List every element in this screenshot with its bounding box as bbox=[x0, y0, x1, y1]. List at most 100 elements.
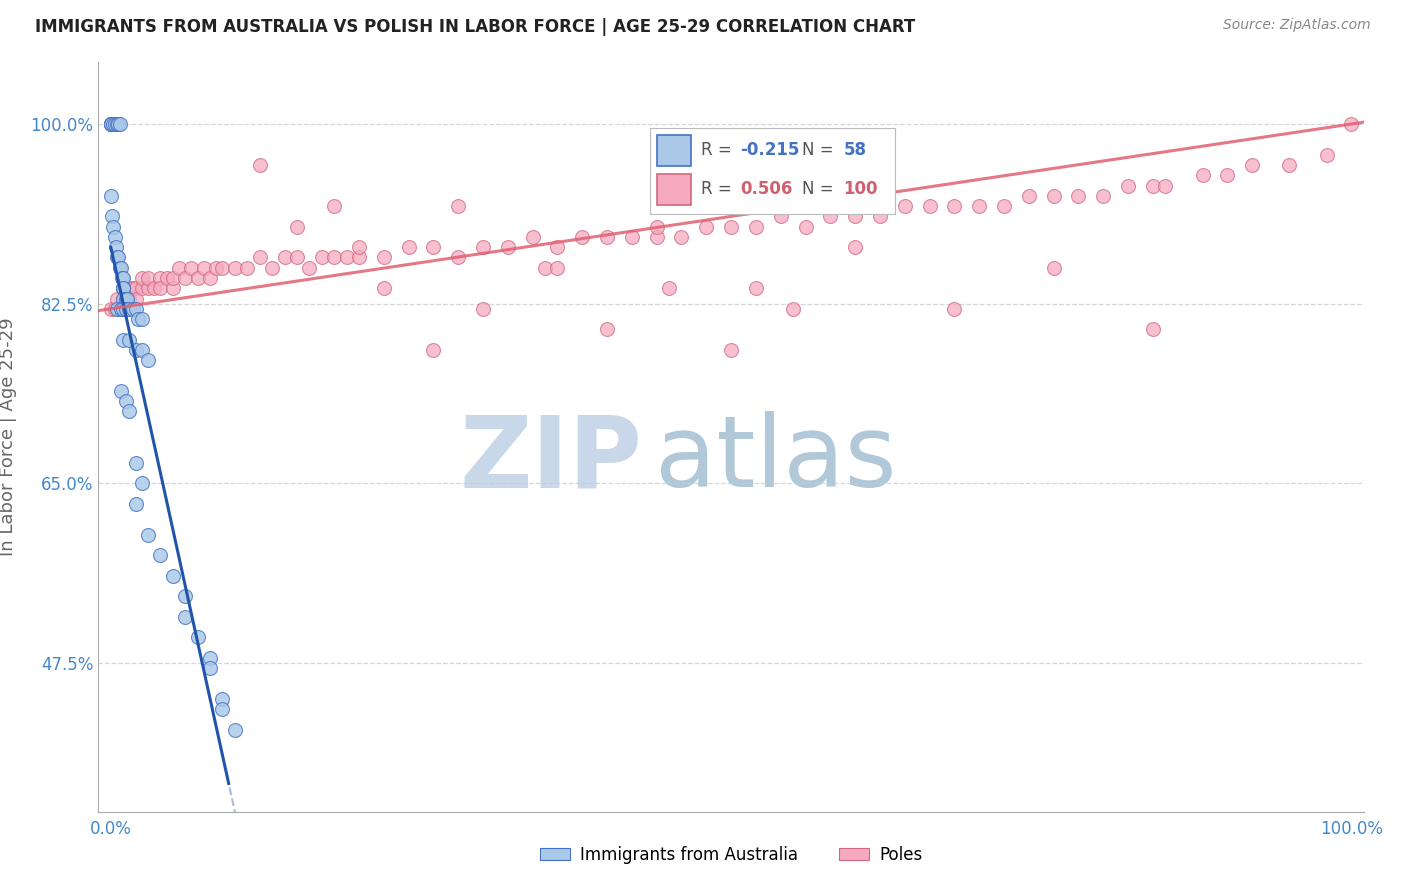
Point bbox=[105, 117, 128, 131]
Point bbox=[534, 260, 557, 275]
Point bbox=[211, 260, 233, 275]
Point bbox=[187, 271, 209, 285]
Point bbox=[918, 199, 941, 213]
Point bbox=[103, 230, 125, 244]
Point bbox=[236, 260, 259, 275]
Point bbox=[103, 301, 125, 316]
Text: -0.215: -0.215 bbox=[741, 142, 800, 160]
Point bbox=[447, 251, 470, 265]
Point bbox=[118, 301, 141, 316]
Point bbox=[323, 199, 346, 213]
Point bbox=[124, 497, 146, 511]
Point bbox=[105, 301, 128, 316]
Point bbox=[124, 343, 146, 357]
Point bbox=[107, 251, 129, 265]
Y-axis label: In Labor Force | Age 25-29: In Labor Force | Age 25-29 bbox=[0, 318, 17, 557]
Point bbox=[447, 199, 470, 213]
Point bbox=[373, 281, 395, 295]
Point bbox=[671, 230, 693, 244]
Point bbox=[131, 476, 153, 491]
Point bbox=[205, 260, 228, 275]
Point bbox=[249, 251, 271, 265]
Point bbox=[180, 260, 202, 275]
Point bbox=[249, 158, 271, 172]
Point bbox=[794, 219, 817, 234]
Point bbox=[398, 240, 420, 254]
Point bbox=[1116, 178, 1139, 193]
Point bbox=[645, 230, 668, 244]
Point bbox=[112, 292, 135, 306]
Point bbox=[546, 260, 568, 275]
Point bbox=[167, 260, 190, 275]
Point bbox=[273, 251, 295, 265]
Point bbox=[110, 260, 132, 275]
Point bbox=[298, 260, 321, 275]
Point bbox=[943, 199, 966, 213]
Point bbox=[118, 333, 141, 347]
Point bbox=[149, 281, 172, 295]
Legend: Immigrants from Australia, Poles: Immigrants from Australia, Poles bbox=[533, 839, 929, 871]
Point bbox=[335, 251, 357, 265]
Text: 100: 100 bbox=[844, 180, 877, 198]
Point bbox=[122, 301, 145, 316]
Point bbox=[112, 281, 135, 295]
Point bbox=[820, 210, 842, 224]
Point bbox=[122, 281, 145, 295]
Point bbox=[112, 271, 135, 285]
Point bbox=[103, 117, 125, 131]
Point bbox=[187, 630, 209, 644]
Point bbox=[156, 271, 179, 285]
Point bbox=[112, 301, 135, 316]
Point bbox=[347, 240, 370, 254]
Point bbox=[149, 548, 172, 562]
Point bbox=[323, 251, 346, 265]
Point bbox=[745, 281, 768, 295]
Point bbox=[993, 199, 1015, 213]
Text: 58: 58 bbox=[844, 142, 866, 160]
Point bbox=[124, 456, 146, 470]
Point bbox=[174, 609, 197, 624]
Point bbox=[136, 281, 159, 295]
Point bbox=[127, 312, 149, 326]
Point bbox=[422, 343, 444, 357]
Point bbox=[131, 343, 153, 357]
Point bbox=[1216, 169, 1239, 183]
Point bbox=[100, 117, 122, 131]
Point bbox=[114, 394, 136, 409]
Point bbox=[110, 384, 132, 398]
Point bbox=[422, 240, 444, 254]
Point bbox=[108, 117, 131, 131]
Point bbox=[143, 281, 166, 295]
Point bbox=[100, 189, 122, 203]
Point bbox=[211, 691, 233, 706]
Point bbox=[720, 219, 742, 234]
Point bbox=[720, 343, 742, 357]
Point bbox=[149, 271, 172, 285]
Text: Source: ZipAtlas.com: Source: ZipAtlas.com bbox=[1223, 18, 1371, 32]
Point bbox=[1018, 189, 1040, 203]
Point bbox=[198, 661, 221, 675]
Point bbox=[645, 219, 668, 234]
Point bbox=[211, 702, 233, 716]
Point bbox=[101, 210, 124, 224]
Point bbox=[658, 281, 681, 295]
Point bbox=[193, 260, 215, 275]
Point bbox=[596, 322, 619, 336]
Point bbox=[124, 301, 146, 316]
Point bbox=[136, 353, 159, 368]
Point bbox=[100, 117, 122, 131]
FancyBboxPatch shape bbox=[657, 174, 692, 205]
Point bbox=[100, 117, 122, 131]
Point bbox=[1042, 189, 1064, 203]
Point bbox=[198, 650, 221, 665]
Point bbox=[112, 292, 135, 306]
Point bbox=[162, 568, 184, 582]
Point bbox=[100, 301, 122, 316]
Point bbox=[894, 199, 917, 213]
Point bbox=[1092, 189, 1115, 203]
Point bbox=[496, 240, 519, 254]
Point bbox=[118, 292, 141, 306]
Point bbox=[1278, 158, 1301, 172]
Point bbox=[105, 251, 128, 265]
Point bbox=[112, 281, 135, 295]
